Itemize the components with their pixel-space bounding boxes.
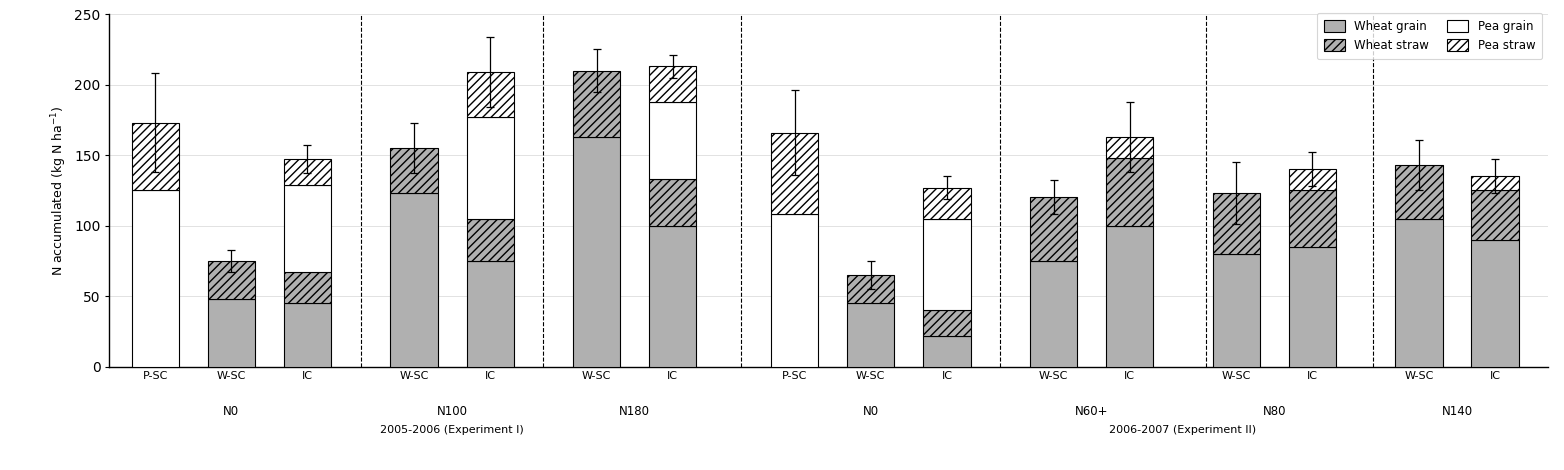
Bar — [572, 70, 621, 137]
Bar — [466, 72, 513, 117]
Text: 2006-2007 (Experiment II): 2006-2007 (Experiment II) — [1109, 425, 1256, 435]
Bar — [283, 272, 332, 303]
Text: N80: N80 — [1262, 406, 1286, 418]
Bar — [923, 219, 971, 310]
Bar — [649, 102, 696, 179]
Y-axis label: N accumulated (kg N ha$^{-1}$): N accumulated (kg N ha$^{-1}$) — [48, 105, 69, 275]
Bar — [1472, 190, 1519, 240]
Bar — [283, 303, 332, 367]
Bar — [131, 190, 178, 367]
Bar — [1106, 158, 1153, 226]
Bar — [1472, 176, 1519, 190]
Bar — [572, 137, 621, 367]
Text: N0: N0 — [224, 406, 239, 418]
Bar — [649, 179, 696, 226]
Bar — [848, 275, 895, 303]
Bar — [1106, 226, 1153, 367]
Bar — [131, 123, 178, 190]
Text: N140: N140 — [1442, 406, 1473, 418]
Text: 2005-2006 (Experiment I): 2005-2006 (Experiment I) — [380, 425, 524, 435]
Text: N0: N0 — [863, 406, 879, 418]
Bar — [466, 117, 513, 219]
Bar — [1395, 165, 1442, 219]
Bar — [1031, 261, 1078, 367]
Bar — [391, 148, 438, 193]
Bar — [1031, 197, 1078, 261]
Bar — [771, 133, 818, 214]
Text: N100: N100 — [436, 406, 468, 418]
Bar — [649, 226, 696, 367]
Bar — [771, 214, 818, 367]
Bar — [283, 185, 332, 272]
Legend: Wheat grain, Wheat straw, Pea grain, Pea straw: Wheat grain, Wheat straw, Pea grain, Pea… — [1317, 13, 1542, 59]
Bar — [649, 66, 696, 102]
Bar — [848, 303, 895, 367]
Bar — [923, 188, 971, 219]
Text: N180: N180 — [619, 406, 651, 418]
Bar — [208, 299, 255, 367]
Text: N60+: N60+ — [1074, 406, 1109, 418]
Bar — [1289, 169, 1336, 190]
Bar — [1106, 137, 1153, 158]
Bar — [1212, 254, 1261, 367]
Bar — [923, 310, 971, 336]
Bar — [1395, 219, 1442, 367]
Bar — [466, 219, 513, 261]
Bar — [1472, 240, 1519, 367]
Bar — [923, 336, 971, 367]
Bar — [1289, 190, 1336, 247]
Bar — [391, 193, 438, 367]
Bar — [283, 159, 332, 185]
Bar — [208, 261, 255, 299]
Bar — [1289, 247, 1336, 367]
Bar — [466, 261, 513, 367]
Bar — [1212, 193, 1261, 254]
